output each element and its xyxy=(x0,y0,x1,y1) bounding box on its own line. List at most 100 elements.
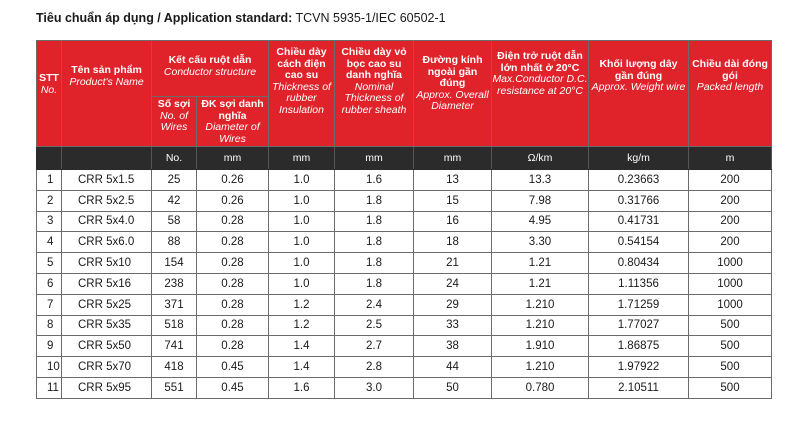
cell-product-name: CRR 5x70 xyxy=(61,356,152,378)
cell-stt: 11 xyxy=(36,376,62,399)
cell-packed-length: 1000 xyxy=(688,272,772,295)
unit-cell xyxy=(61,146,152,170)
cell-insulation: 1.0 xyxy=(268,272,335,295)
cell-sheath: 2.4 xyxy=(334,293,414,316)
cell-stt: 10 xyxy=(36,356,62,378)
cell-overall-diameter: 33 xyxy=(413,314,492,337)
cell-stt: 6 xyxy=(36,272,62,295)
cell-resistance: 1.210 xyxy=(491,314,589,337)
cell-product-name: CRR 5x10 xyxy=(61,252,152,274)
header-wires: Số sợi No. of Wires xyxy=(151,96,197,147)
cell-weight: 0.23663 xyxy=(588,169,689,191)
cell-insulation: 1.6 xyxy=(268,376,335,399)
cell-product-name: CRR 5x50 xyxy=(61,335,152,358)
cell-wire-diameter: 0.28 xyxy=(196,231,269,254)
cell-weight: 0.31766 xyxy=(588,189,689,212)
cell-weight: 1.77027 xyxy=(588,314,689,337)
cell-insulation: 1.4 xyxy=(268,356,335,378)
cell-wires: 741 xyxy=(151,335,197,358)
cell-weight: 2.10511 xyxy=(588,376,689,399)
header-product: Tên sản phẩm Product's Name xyxy=(61,40,152,147)
unit-cell: mm xyxy=(413,146,492,170)
unit-cell: kg/m xyxy=(588,146,689,170)
cell-wire-diameter: 0.28 xyxy=(196,252,269,274)
unit-cell: m xyxy=(688,146,772,170)
header-weight: Khối lượng dây gần đúng Approx. Weight wi… xyxy=(588,40,689,147)
cell-product-name: CRR 5x35 xyxy=(61,314,152,337)
cell-stt: 5 xyxy=(36,252,62,274)
table-row: 1 CRR 5x1.5 25 0.26 1.0 1.6 13 13.3 0.23663 200 xyxy=(36,169,772,191)
cell-resistance: 7.98 xyxy=(491,189,589,212)
cell-wires: 238 xyxy=(151,272,197,295)
cell-stt: 3 xyxy=(36,210,62,233)
cell-packed-length: 500 xyxy=(688,335,772,358)
cell-overall-diameter: 21 xyxy=(413,252,492,274)
header-sheath: Chiều dày vỏ bọc cao su danh nghĩa Nomina… xyxy=(334,40,414,147)
cell-wire-diameter: 0.28 xyxy=(196,272,269,295)
unit-cell xyxy=(36,146,62,170)
cell-sheath: 2.8 xyxy=(334,356,414,378)
cell-sheath: 1.8 xyxy=(334,189,414,212)
unit-cell: mm xyxy=(268,146,335,170)
cell-overall-diameter: 50 xyxy=(413,376,492,399)
cell-stt: 8 xyxy=(36,314,62,337)
specification-table: STT No. Tên sản phẩm Product's Name Kết cấ… xyxy=(36,40,772,399)
cell-insulation: 1.4 xyxy=(268,335,335,358)
cell-product-name: CRR 5x6.0 xyxy=(61,231,152,254)
cell-product-name: CRR 5x2.5 xyxy=(61,189,152,212)
cell-stt: 1 xyxy=(36,169,62,191)
cell-wires: 25 xyxy=(151,169,197,191)
cell-packed-length: 500 xyxy=(688,356,772,378)
header-wire-diameter: ĐK sợi danh nghĩa Diameter of Wires xyxy=(196,96,269,147)
header-overall-diameter: Đường kính ngoài gần đúng Approx. Overall… xyxy=(413,40,492,147)
cell-weight: 0.41731 xyxy=(588,210,689,233)
cell-wires: 58 xyxy=(151,210,197,233)
cell-insulation: 1.0 xyxy=(268,252,335,274)
cell-insulation: 1.0 xyxy=(268,210,335,233)
unit-cell: Ω/km xyxy=(491,146,589,170)
unit-cell: mm xyxy=(196,146,269,170)
cell-stt: 4 xyxy=(36,231,62,254)
cell-product-name: CRR 5x25 xyxy=(61,293,152,316)
cell-resistance: 1.210 xyxy=(491,293,589,316)
header-length: Chiều dài đóng gói Packed length xyxy=(688,40,772,147)
cell-overall-diameter: 44 xyxy=(413,356,492,378)
cell-wire-diameter: 0.28 xyxy=(196,335,269,358)
header-conductor: Kết cấu ruột dẫn Conductor structure xyxy=(151,40,269,97)
cell-wire-diameter: 0.28 xyxy=(196,293,269,316)
cell-resistance: 1.21 xyxy=(491,252,589,274)
cell-packed-length: 1000 xyxy=(688,252,772,274)
cell-overall-diameter: 24 xyxy=(413,272,492,295)
cell-product-name: CRR 5x95 xyxy=(61,376,152,399)
cell-wires: 518 xyxy=(151,314,197,337)
cell-stt: 2 xyxy=(36,189,62,212)
header-insulation: Chiều dày cách điện cao su Thickness of r… xyxy=(268,40,335,147)
cell-sheath: 1.8 xyxy=(334,210,414,233)
cell-sheath: 1.8 xyxy=(334,252,414,274)
cell-sheath: 1.8 xyxy=(334,231,414,254)
cell-product-name: CRR 5x4.0 xyxy=(61,210,152,233)
table-row: 7 CRR 5x25 371 0.28 1.2 2.4 29 1.210 1.71259 1000 xyxy=(36,293,772,316)
cell-resistance: 4.95 xyxy=(491,210,589,233)
cell-wires: 42 xyxy=(151,189,197,212)
cell-packed-length: 200 xyxy=(688,210,772,233)
cell-wire-diameter: 0.26 xyxy=(196,189,269,212)
cell-stt: 9 xyxy=(36,335,62,358)
cell-weight: 1.71259 xyxy=(588,293,689,316)
cell-packed-length: 200 xyxy=(688,189,772,212)
unit-cell: No. xyxy=(151,146,197,170)
cell-stt: 7 xyxy=(36,293,62,316)
cell-wire-diameter: 0.26 xyxy=(196,169,269,191)
cell-insulation: 1.0 xyxy=(268,169,335,191)
cell-resistance: 1.210 xyxy=(491,356,589,378)
cell-product-name: CRR 5x1.5 xyxy=(61,169,152,191)
cell-wire-diameter: 0.28 xyxy=(196,210,269,233)
table-row: 10 CRR 5x70 418 0.45 1.4 2.8 44 1.210 1.97922 500 xyxy=(36,356,772,378)
cell-packed-length: 500 xyxy=(688,314,772,337)
cell-resistance: 13.3 xyxy=(491,169,589,191)
table-row: 9 CRR 5x50 741 0.28 1.4 2.7 38 1.910 1.86875 500 xyxy=(36,335,772,358)
cell-resistance: 0.780 xyxy=(491,376,589,399)
cell-overall-diameter: 15 xyxy=(413,189,492,212)
cell-sheath: 1.6 xyxy=(334,169,414,191)
cell-wires: 154 xyxy=(151,252,197,274)
